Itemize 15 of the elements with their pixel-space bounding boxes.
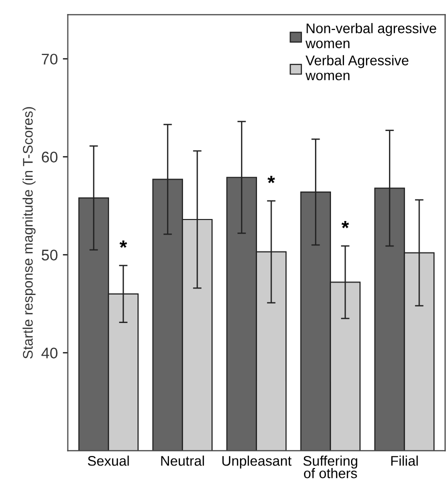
annotation: *: [342, 220, 349, 228]
annotation: *: [268, 176, 276, 184]
y-tick-label: 70: [42, 54, 58, 65]
legend-label: Verbal Agressive women: [306, 55, 408, 80]
x-tick-label: Neutral: [161, 456, 204, 466]
y-axis-title: Startle response magnitude (in T-Scores): [22, 107, 36, 359]
x-tick-label: Unpleasant: [222, 456, 292, 469]
y-tick-label: 60: [42, 152, 58, 162]
legend-label: Non-verbal agressive women: [306, 23, 436, 48]
annotation: *: [120, 240, 128, 248]
x-tick-label: Suffering of others: [303, 456, 358, 478]
x-tick-label: Filial: [391, 456, 418, 466]
y-tick-label: 40: [41, 348, 58, 358]
y-tick-label: 50: [42, 250, 58, 260]
x-tick-label: Sexual: [88, 456, 129, 466]
